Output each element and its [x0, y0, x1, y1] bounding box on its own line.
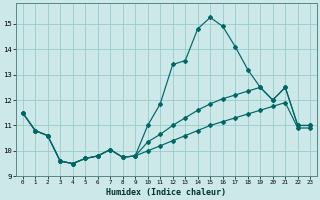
- X-axis label: Humidex (Indice chaleur): Humidex (Indice chaleur): [107, 188, 227, 197]
